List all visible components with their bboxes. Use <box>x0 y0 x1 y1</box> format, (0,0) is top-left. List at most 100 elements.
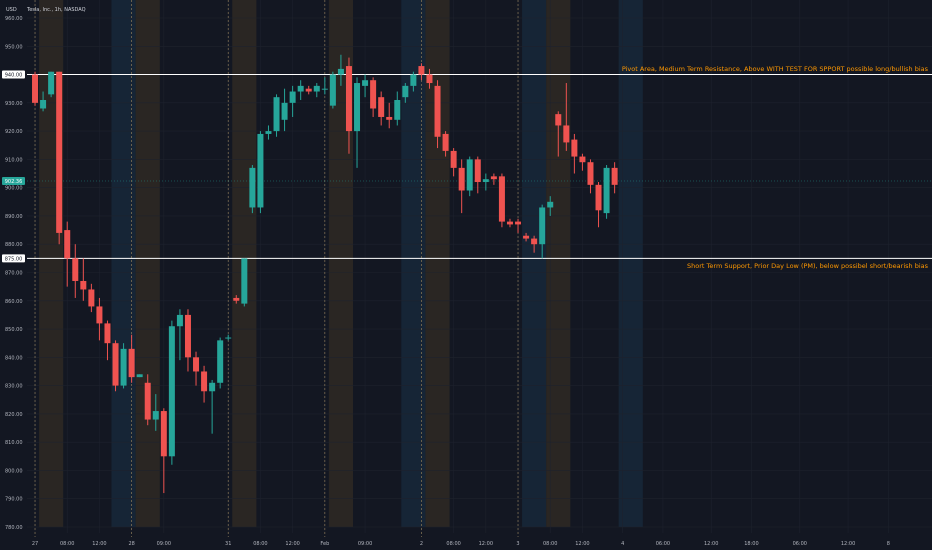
candle <box>579 153 586 171</box>
current-price-label: 902.36 <box>5 179 23 185</box>
x-tick-label: 12:00 <box>704 541 718 547</box>
candle-body <box>490 176 497 180</box>
candle <box>313 83 320 98</box>
candle <box>249 165 256 214</box>
candle <box>539 204 546 259</box>
candle-body <box>611 167 618 185</box>
candle <box>426 68 433 89</box>
candle <box>168 320 175 465</box>
candle-body <box>241 258 248 304</box>
candle-body <box>426 74 433 84</box>
candle-body <box>370 80 377 109</box>
candle-body <box>450 150 457 168</box>
candle <box>410 71 417 92</box>
support-price-label: 875.00 <box>5 256 23 262</box>
y-tick-label: 880.00 <box>5 242 23 248</box>
candle <box>466 156 473 197</box>
candle <box>104 320 111 361</box>
candle <box>515 218 522 233</box>
candle <box>64 221 71 287</box>
candle <box>474 156 481 194</box>
support-price-box: 875.00 <box>2 254 25 263</box>
x-tick-label: 08:00 <box>446 541 460 547</box>
x-tick-label: 09:00 <box>358 541 372 547</box>
candle-body <box>96 306 103 324</box>
candle <box>571 133 578 174</box>
candle-body <box>418 66 425 75</box>
candle <box>289 85 296 117</box>
candle-body <box>434 85 441 137</box>
candle <box>160 408 167 494</box>
candle <box>321 77 328 95</box>
candle-body <box>184 314 191 358</box>
candle-body <box>273 97 280 132</box>
candle <box>56 71 63 245</box>
x-tick-label: 27 <box>32 541 38 547</box>
candle <box>418 63 425 81</box>
candle-body <box>362 80 369 86</box>
candle <box>506 218 513 228</box>
x-tick-label: 12:00 <box>285 541 299 547</box>
candle <box>531 235 538 253</box>
y-tick-label: 810.00 <box>5 440 23 446</box>
candle <box>595 182 602 228</box>
y-tick-label: 830.00 <box>5 384 23 390</box>
candle-body <box>539 207 546 245</box>
candle <box>112 340 119 392</box>
candle <box>450 148 457 177</box>
candle-body <box>523 235 530 239</box>
y-axis: 960.00 950.00 940.00 930.00 920.00 910.00 900.… <box>5 16 23 531</box>
candle-body <box>386 116 393 120</box>
candle <box>547 196 554 216</box>
candle-body <box>410 74 417 86</box>
candle-body <box>289 91 296 103</box>
candle <box>225 334 232 341</box>
x-tick-label: 31 <box>225 541 231 547</box>
candle-body <box>265 131 272 134</box>
candle <box>273 94 280 137</box>
candle <box>442 131 449 157</box>
candle-body <box>337 68 344 75</box>
candle-body <box>402 85 409 98</box>
candle-body <box>345 66 352 132</box>
candle-body <box>209 382 216 392</box>
candle <box>305 85 312 95</box>
candle <box>563 83 570 151</box>
candle <box>394 91 401 126</box>
currency-label: USD <box>6 7 17 13</box>
level-lines <box>27 74 932 259</box>
session-band <box>546 0 571 527</box>
candle-body <box>321 88 328 90</box>
y-tick-label: 790.00 <box>5 497 23 503</box>
candle <box>176 309 183 361</box>
candle <box>233 295 240 304</box>
x-tick-label: 4 <box>621 541 624 547</box>
candle-body <box>176 314 183 327</box>
candle <box>434 80 441 149</box>
candle-body <box>587 162 594 185</box>
x-tick-label: 08:00 <box>253 541 267 547</box>
candle <box>603 165 610 219</box>
y-tick-label: 900.00 <box>5 186 23 192</box>
x-tick-label: 12:00 <box>92 541 106 547</box>
candle-body <box>233 297 240 301</box>
candle <box>217 337 224 389</box>
session-band <box>618 0 643 527</box>
x-tick-label: 12:00 <box>575 541 589 547</box>
candle-body <box>305 88 312 92</box>
candle <box>120 343 127 389</box>
candle <box>490 173 497 185</box>
x-tick-label: 08:00 <box>543 541 557 547</box>
candle <box>241 258 248 307</box>
x-tick-label: 09:00 <box>157 541 171 547</box>
candle-body <box>112 343 119 386</box>
symbol-label: Tesla, Inc., 1h, NASDAQ <box>26 7 86 13</box>
resistance-annotation: Pivot Area, Medium Term Resistance, Abov… <box>622 65 929 73</box>
candle-body <box>168 326 175 457</box>
session-band <box>522 0 547 527</box>
candle <box>362 74 369 98</box>
candle-body <box>217 340 224 383</box>
candle <box>329 71 336 109</box>
candle-body <box>603 167 610 214</box>
